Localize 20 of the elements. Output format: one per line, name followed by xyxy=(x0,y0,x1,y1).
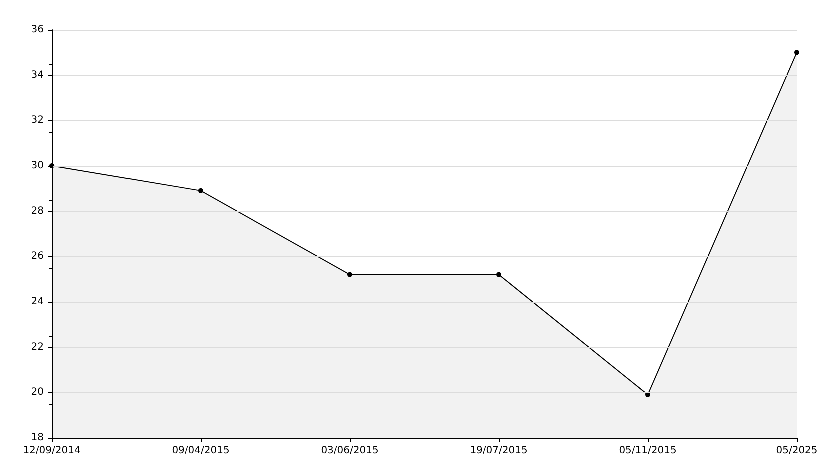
point xyxy=(198,188,204,194)
point xyxy=(348,272,352,278)
y-tick-label: 28 xyxy=(31,206,44,217)
x-tick-label: 12/09/2014 xyxy=(23,446,81,456)
x-tick-label: 19/07/2015 xyxy=(470,446,528,456)
point xyxy=(794,50,800,56)
y-tick-label: 36 xyxy=(31,24,44,36)
x-tick-label: 03/06/2015 xyxy=(321,446,379,456)
y-tick-label: 22 xyxy=(31,342,44,353)
y-tick-label: 30 xyxy=(31,160,44,172)
y-tick-label: 24 xyxy=(31,296,44,308)
x-tick-label: 05/11/2015 xyxy=(619,446,677,456)
point xyxy=(496,272,502,278)
x-tick-label: 05/2025 xyxy=(776,446,818,456)
y-tick-label: 18 xyxy=(31,432,44,444)
y-tick-label: 32 xyxy=(31,115,44,126)
x-tick-label: 09/04/2015 xyxy=(172,446,230,456)
y-tick-label: 34 xyxy=(31,70,44,81)
y-tick-label: 20 xyxy=(31,387,44,398)
y-tick-label: 26 xyxy=(31,251,44,262)
